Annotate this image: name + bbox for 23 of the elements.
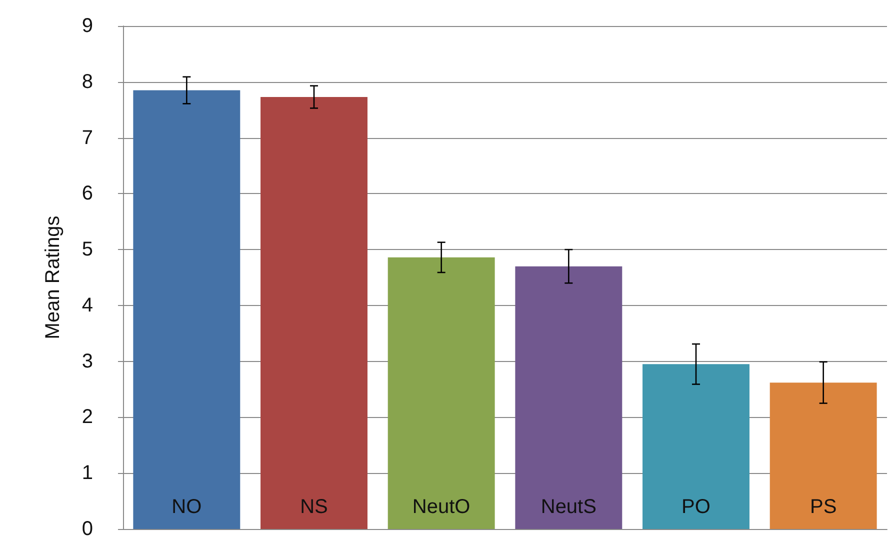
y-tick-label: 4 xyxy=(82,294,93,316)
bar xyxy=(770,382,877,529)
y-axis-title: Mean Ratings xyxy=(42,216,64,340)
x-tick-label: PO xyxy=(682,496,710,518)
y-tick-label: 8 xyxy=(82,70,93,93)
x-tick-label: NeutS xyxy=(540,496,596,518)
x-tick-label: PS xyxy=(810,496,837,518)
bar xyxy=(260,96,368,529)
y-tick-label: 6 xyxy=(82,182,93,205)
x-tick-label: NO xyxy=(172,496,202,518)
y-tick-label: 2 xyxy=(82,406,93,428)
y-tick-label: 7 xyxy=(82,126,93,149)
y-tick-label: 1 xyxy=(82,462,93,484)
bar xyxy=(388,257,495,529)
bar xyxy=(133,90,240,529)
x-tick-label: NS xyxy=(300,496,328,518)
bar xyxy=(515,266,622,529)
bar xyxy=(642,364,750,529)
y-tick-label: 9 xyxy=(82,15,93,37)
y-tick-label: 5 xyxy=(82,238,93,261)
y-tick-label: 3 xyxy=(82,350,93,372)
y-tick-label: 0 xyxy=(82,518,93,540)
x-tick-label: NeutO xyxy=(412,496,470,518)
